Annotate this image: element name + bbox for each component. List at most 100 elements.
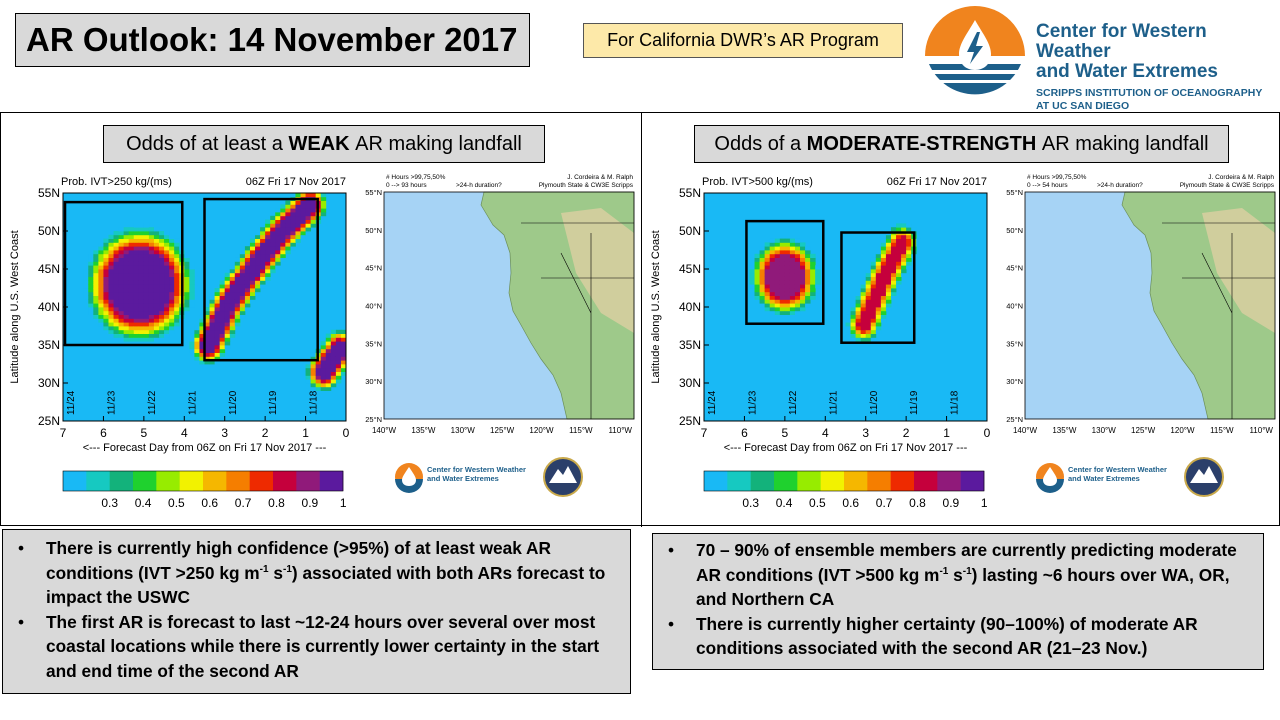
heatmap-cell <box>229 326 236 331</box>
heatmap-cell <box>774 272 781 277</box>
heatmap-cell <box>794 269 801 274</box>
heatmap-cell <box>113 231 119 236</box>
heatmap-cell <box>890 261 897 266</box>
x-tick-label: 4 <box>822 426 829 440</box>
heatmap-cell <box>906 223 912 228</box>
heatmap-cell <box>133 322 140 327</box>
heatmap-cell <box>153 269 160 274</box>
heatmap-cell <box>270 265 276 270</box>
heatmap-cell <box>148 291 155 296</box>
colorbar-swatch <box>750 471 775 491</box>
heatmap-cell <box>255 288 261 293</box>
heatmap-cell <box>224 303 231 308</box>
heatmap-cell <box>199 322 205 327</box>
heatmap-cell <box>335 352 342 357</box>
heatmap-cell <box>229 303 236 308</box>
heatmap-cell <box>83 288 89 293</box>
heatmap-cell <box>880 269 887 274</box>
heatmap-cell <box>896 242 902 247</box>
heatmap-cell <box>244 291 251 296</box>
heatmap-cell <box>133 261 140 266</box>
heatmap-cell <box>244 269 251 274</box>
heatmap-cell <box>774 291 781 296</box>
heatmap-cell <box>890 238 897 243</box>
heatmap-cell <box>275 227 281 232</box>
heatmap-cell <box>108 295 114 300</box>
heatmap-cell <box>320 383 327 388</box>
heatmap-cell <box>779 295 786 300</box>
heatmap-cell <box>224 310 231 315</box>
heatmap-cell <box>774 276 781 281</box>
heatmap-cell <box>159 269 165 274</box>
heatmap-cell <box>133 280 140 285</box>
heatmap-cell <box>870 333 877 338</box>
heatmap-cell <box>123 291 130 296</box>
heatmap-cell <box>880 299 887 304</box>
heatmap-cell <box>779 269 786 274</box>
heatmap-cell <box>174 269 180 274</box>
heatmap-cell <box>164 322 170 327</box>
heatmap-cell <box>153 272 160 277</box>
heatmap-cell <box>174 322 180 327</box>
heatmap-cell <box>209 322 215 327</box>
map-header-mid: >24-h duration? <box>456 182 502 189</box>
heatmap-cell <box>108 276 114 281</box>
heatmap-cell <box>275 215 281 220</box>
heatmap-cell <box>270 250 276 255</box>
heatmap-cell <box>229 310 236 315</box>
heatmap-cell <box>214 360 221 365</box>
heatmap-cell <box>885 291 892 296</box>
heatmap-cell <box>794 272 801 277</box>
heatmap-cell <box>865 326 872 331</box>
heatmap-cell <box>305 208 312 213</box>
heatmap-cell <box>784 272 791 277</box>
summary-right: 70 – 90% of ensemble members are current… <box>652 533 1264 670</box>
heatmap-cell <box>219 307 226 312</box>
date-label: 11/21 <box>187 390 198 415</box>
heatmap-cell <box>219 329 226 334</box>
heatmap-cell <box>305 193 312 198</box>
heatmap-cell <box>219 291 226 296</box>
colorbar-tick-label: 0.9 <box>302 496 319 510</box>
heatmap-cell <box>224 307 231 312</box>
colorbar-swatch <box>867 471 891 491</box>
heatmap-cell <box>123 276 130 281</box>
heatmap-cell <box>800 242 806 247</box>
heatmap-cell <box>295 219 301 224</box>
heatmap-cell <box>143 307 150 312</box>
heatmap-cell <box>794 307 801 312</box>
heatmap-cell <box>754 291 760 296</box>
heatmap-cell <box>189 348 195 353</box>
heatmap-cell <box>103 246 109 251</box>
heatmap-cell <box>103 265 109 270</box>
heatmap-cell <box>880 276 887 281</box>
heatmap-cell <box>265 242 271 247</box>
y-tick-label: 40N <box>679 300 701 314</box>
logo-sub-line1: SCRIPPS INSTITUTION OF OCEANOGRAPHY <box>1036 87 1263 99</box>
heatmap-cell <box>143 265 150 270</box>
heatmap-cell <box>855 337 862 342</box>
heatmap-cell <box>875 314 882 319</box>
heatmap-cell <box>159 326 165 331</box>
heatmap-cell <box>255 234 261 239</box>
heatmap-cell <box>885 280 892 285</box>
heatmap-cell <box>300 200 306 205</box>
heatmap-cell <box>860 310 867 315</box>
heatmap-cell <box>335 371 342 376</box>
heatmap-cell <box>295 200 301 205</box>
heatmap-cell <box>265 231 271 236</box>
heatmap-cell <box>800 291 806 296</box>
heatmap-cell <box>83 276 89 281</box>
heatmap-cell <box>184 272 190 277</box>
heatmap-cell <box>784 261 791 266</box>
heatmap-cell <box>789 272 796 277</box>
heatmap-cell <box>153 318 160 323</box>
heatmap-cell <box>865 280 872 285</box>
heatmap-cell <box>270 269 276 274</box>
heatmap-cell <box>123 307 130 312</box>
heatmap-cell <box>340 329 347 334</box>
heatmap-cell <box>103 280 109 285</box>
cw3e-mini-logo <box>395 463 423 493</box>
heatmap-cell <box>148 303 155 308</box>
heatmap-cell <box>209 356 215 361</box>
